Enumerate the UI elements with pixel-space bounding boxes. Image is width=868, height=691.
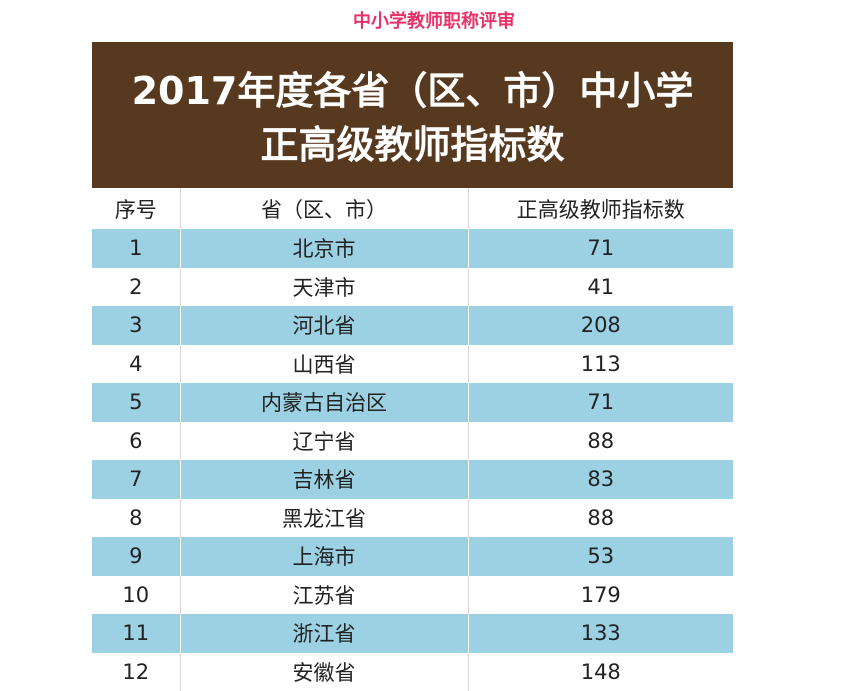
header-quota: 正高级教师指标数 [516,197,685,222]
top-caption: 中小学教师职称评审 [353,11,515,32]
title-banner: 2017年度各省（区、市）中小学 正高级教师指标数 [92,42,733,188]
cell-index: 6 [92,421,181,460]
table-row: 10 江苏省 179 [92,575,733,614]
cell-region: 安徽省 [180,652,469,691]
table-row: 1 北京市 71 [92,229,733,268]
cell-index: 5 [92,383,181,422]
cell-quota: 208 [580,313,621,338]
cell-region: 北京市 [180,229,469,268]
cell-region: 河北省 [180,306,469,345]
cell-region: 吉林省 [180,460,469,499]
cell-region: 江苏省 [180,575,469,614]
cell-quota: 71 [587,390,615,415]
cell-region: 辽宁省 [180,421,469,460]
cell-quota: 113 [580,351,621,376]
cell-quota: 133 [580,621,621,646]
cell-region: 黑龙江省 [180,498,469,537]
cell-quota: 148 [580,659,621,684]
cell-index: 8 [92,498,181,537]
cell-index: 3 [92,306,181,345]
banner-title-line-2: 正高级教师指标数 [260,123,565,167]
cell-region: 浙江省 [180,614,469,653]
table-row: 9 上海市 53 [92,537,733,576]
table-row: 2 天津市 41 [92,267,733,306]
cell-quota: 88 [587,428,615,453]
cell-region: 天津市 [180,267,469,306]
cell-quota: 179 [580,582,621,607]
table-row: 3 河北省 208 [92,306,733,345]
table-row: 8 黑龙江省 88 [92,498,733,537]
table-row: 6 辽宁省 88 [92,421,733,460]
cell-region: 山西省 [180,344,469,383]
cell-quota: 41 [587,274,615,299]
table-row: 11 浙江省 133 [92,614,733,653]
cell-index: 4 [92,344,181,383]
cell-region: 上海市 [180,537,469,576]
banner-title-line-1: 2017年度各省（区、市）中小学 [131,69,694,113]
cell-index: 10 [92,575,181,614]
cell-index: 9 [92,537,181,576]
cell-quota: 53 [587,544,615,569]
cell-quota: 83 [587,467,615,492]
table-row: 4 山西省 113 [92,344,733,383]
cell-quota: 88 [587,505,615,530]
table-row: 5 内蒙古自治区 71 [92,383,733,422]
cell-index: 1 [92,229,181,268]
cell-index: 7 [92,460,181,499]
quota-card: 2017年度各省（区、市）中小学 正高级教师指标数 序号 省（区、市） 正高级教… [92,42,733,691]
cell-quota: 71 [587,236,615,261]
table-row: 12 安徽省 148 [92,652,733,691]
cell-index: 11 [92,614,181,653]
table-row: 7 吉林省 83 [92,460,733,499]
header-region: 省（区、市） [180,188,469,229]
table-body: 1 北京市 71 2 天津市 41 3 河北省 208 4 山西省 113 5 内蒙古自治区 71 6 辽宁省 8… [92,229,733,691]
cell-region: 内蒙古自治区 [180,383,469,422]
table-header-row: 序号 省（区、市） 正高级教师指标数 [92,188,733,229]
quota-table: 序号 省（区、市） 正高级教师指标数 1 北京市 71 2 天津市 41 3 河北省 208 4 山… [92,188,733,691]
cell-index: 12 [92,652,181,691]
cell-index: 2 [92,267,181,306]
header-index: 序号 [92,188,181,229]
